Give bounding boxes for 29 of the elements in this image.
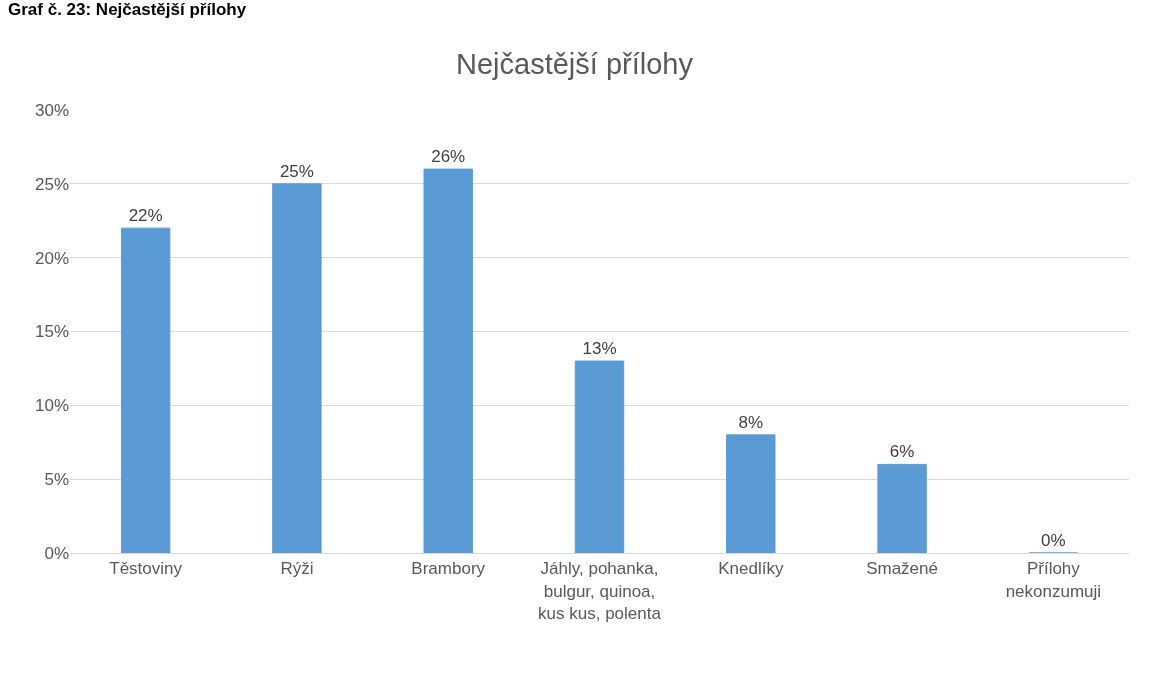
data-label: 25% (279, 161, 314, 181)
bar (120, 227, 171, 553)
x-tick-label: Rýži (280, 559, 314, 579)
bar (423, 168, 473, 553)
data-label: 6% (889, 442, 915, 462)
y-tick-label: 10% (34, 396, 69, 416)
x-tick-label: Smažené (866, 559, 938, 579)
x-tick-label: Brambory (411, 559, 486, 579)
bar (726, 434, 776, 553)
data-label: 0% (1041, 531, 1066, 550)
data-label: 8% (738, 412, 764, 432)
x-tick-label: Přílohy nekonzumuji (1005, 559, 1102, 601)
data-label: 26% (431, 147, 466, 167)
x-tick-label: Jáhly, pohanka, bulgur, quinoa, kus kus, polenta (538, 559, 662, 623)
y-tick-label: 15% (34, 322, 69, 342)
y-tick-label: 30% (34, 100, 69, 120)
y-tick-label: 25% (34, 174, 69, 194)
data-label: 22% (128, 206, 163, 226)
y-tick-label: 0% (44, 543, 69, 563)
x-tick-label: Knedlíky (718, 559, 784, 579)
x-tick-label: Těstoviny (109, 559, 183, 579)
bar (574, 360, 625, 553)
chart-title: Nejčastější přílohy (456, 48, 694, 81)
bar (877, 463, 927, 553)
y-tick-label: 20% (34, 248, 69, 268)
bar (272, 183, 322, 553)
y-tick-label: 5% (44, 470, 69, 490)
data-label: 13% (582, 339, 617, 359)
text: Graf č. 23: Nejčastější přílohy (8, 0, 247, 19)
